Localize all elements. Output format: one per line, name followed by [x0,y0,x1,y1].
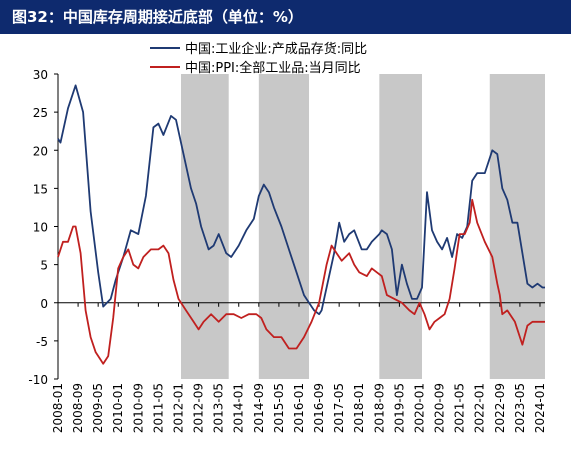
legend-label-2: 中国:PPI:全部工业品:当月同比 [185,60,361,76]
shaded-period-2 [258,74,310,379]
series-line-2 [57,198,545,365]
x-tick-label: 2014-09 [252,383,266,433]
x-tick-label: 2024-01 [533,383,547,433]
shaded-regions [181,74,545,379]
x-tick-label: 2020-01 [412,383,426,433]
x-tick-label: 2021-05 [453,383,467,433]
series-layer [57,84,545,365]
x-tick-label: 2010-09 [131,383,145,433]
y-tick-label: 10 [33,221,48,235]
x-tick-label: 2017-05 [332,383,346,433]
x-tick-label: 2019-05 [392,383,406,433]
x-tick-label: 2018-09 [372,383,386,433]
shaded-period-3 [379,74,422,379]
x-tick-label: 2013-05 [212,383,226,433]
y-tick-label: 25 [33,106,48,120]
x-tick-label: 2011-05 [151,383,165,433]
x-tick-label: 2012-09 [192,383,206,433]
x-tick-label: 2008-01 [51,383,65,433]
y-tick-label: -10 [28,373,48,387]
x-tick-label: 2023-05 [513,383,527,433]
axes: -10 -5 0 5 10 15 20 25 30 2008-01 2008-09 2009-05 20… [28,68,547,433]
x-tick-label: 2018-01 [352,383,366,433]
y-tick-label: 15 [33,182,48,196]
line-chart: -10 -5 0 5 10 15 20 25 30 2008-01 2008-09 2009-05 20… [28,41,547,433]
x-tick-label: 2010-01 [111,383,125,433]
x-tick-label: 2016-09 [312,383,326,433]
x-tick-label: 2022-09 [493,383,507,433]
shaded-period-1 [181,74,229,379]
x-tick-label: 2014-01 [232,383,246,433]
x-tick-label: 2008-09 [71,383,85,433]
y-tick-label: 0 [40,297,48,311]
y-tick-label: 20 [33,144,48,158]
legend-label-1: 中国:工业企业:产成品存货:同比 [185,41,367,57]
x-tick-label: 2022-01 [473,383,487,433]
y-tick-label: -5 [36,335,48,349]
x-tick-label: 2016-01 [292,383,306,433]
series-line-1 [57,84,545,316]
y-tick-label: 30 [33,68,48,82]
x-tick-label: 2012-01 [171,383,185,433]
x-tick-label: 2015-05 [272,383,286,433]
x-tick-label: 2020-09 [433,383,447,433]
chart-title: 图32：中国库存周期接近底部（单位：%） [0,0,571,34]
y-tick-label: 5 [40,259,48,273]
x-tick-label: 2009-05 [91,383,105,433]
